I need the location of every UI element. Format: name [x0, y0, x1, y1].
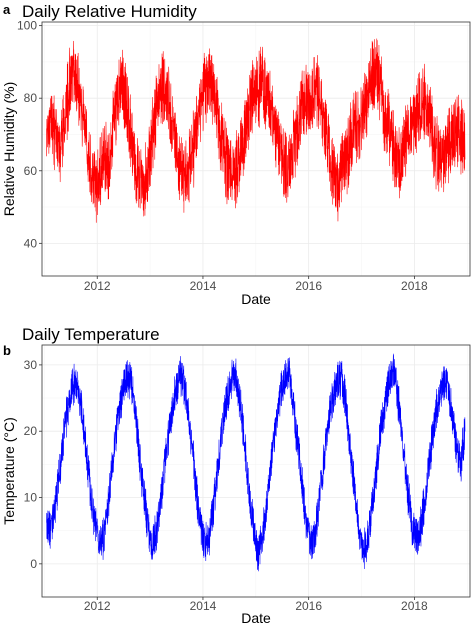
panel-letter: b [3, 343, 11, 358]
y-tick-label: 60 [24, 164, 38, 178]
x-tick-label: 2016 [295, 599, 322, 613]
y-tick-label: 30 [24, 358, 38, 372]
panel-b: 2012 2014 2016 2018 0 10 20 30 Date Temperature (… [1, 325, 471, 626]
panel-letter: a [3, 2, 11, 17]
y-tick-label: 40 [24, 236, 38, 250]
x-tick-label: 2018 [401, 599, 428, 613]
x-tick-label: 2012 [84, 279, 111, 293]
y-tick-label: 80 [24, 91, 38, 105]
y-tick-label: 100 [17, 19, 37, 33]
x-tick-label: 2016 [295, 279, 322, 293]
y-tick-label: 0 [30, 557, 37, 571]
x-tick-label: 2014 [190, 599, 217, 613]
x-axis-label: Date [241, 610, 271, 626]
series-line-a [46, 38, 466, 223]
x-tick-label: 2012 [84, 599, 111, 613]
y-axis-label: Temperature (°C) [1, 417, 17, 525]
chart-title: Daily Relative Humidity [22, 2, 197, 21]
chart-title: Daily Temperature [22, 325, 160, 344]
y-axis-label: Relative Humidity (%) [1, 82, 17, 217]
x-tick-label: 2014 [190, 279, 217, 293]
plot-border [41, 21, 471, 277]
y-tick-label: 10 [24, 491, 38, 505]
x-tick-label: 2018 [401, 279, 428, 293]
plot-border [41, 344, 471, 598]
series-line-b [46, 353, 466, 572]
panel-a: 2012 2014 2016 2018 40 60 80 100 Date Relative Hu… [1, 2, 471, 307]
x-axis-label: Date [241, 291, 271, 307]
y-tick-label: 20 [24, 424, 38, 438]
